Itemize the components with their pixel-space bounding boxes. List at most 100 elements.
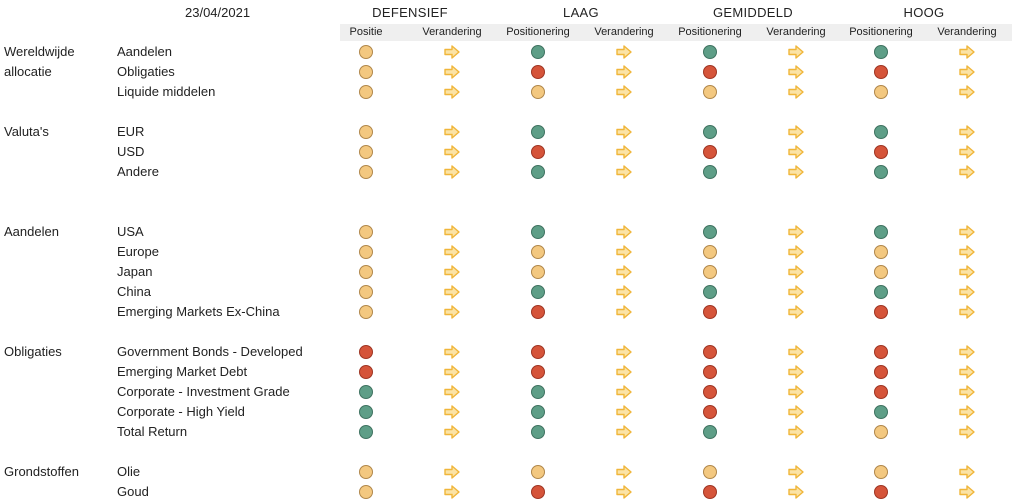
arrow-right-icon (788, 165, 804, 179)
subheader-verandering: Verandering (594, 26, 654, 38)
arrow-right-icon (616, 225, 632, 239)
row-label: Corporate - High Yield (117, 404, 245, 419)
position-red-indicator-icon (703, 385, 717, 399)
position-green-indicator-icon (531, 385, 545, 399)
position-red-indicator-icon (703, 145, 717, 159)
position-amber-indicator-icon (874, 265, 888, 279)
row-label: USA (117, 224, 144, 239)
position-amber-indicator-icon (874, 85, 888, 99)
arrow-right-icon (444, 465, 460, 479)
arrow-right-icon (444, 85, 460, 99)
arrow-right-icon (959, 125, 975, 139)
position-green-indicator-icon (359, 405, 373, 419)
position-amber-indicator-icon (874, 465, 888, 479)
row-label: China (117, 284, 151, 299)
position-green-indicator-icon (874, 225, 888, 239)
arrow-right-icon (788, 225, 804, 239)
arrow-right-icon (959, 285, 975, 299)
category-label: Valuta's (4, 124, 49, 139)
position-red-indicator-icon (874, 145, 888, 159)
position-green-indicator-icon (531, 225, 545, 239)
arrow-right-icon (616, 245, 632, 259)
subheader-positionering: Positionering (849, 26, 913, 38)
row-label: Olie (117, 464, 141, 479)
arrow-right-icon (444, 165, 460, 179)
position-amber-indicator-icon (531, 245, 545, 259)
row-label: Andere (117, 164, 159, 179)
position-red-indicator-icon (531, 485, 545, 499)
arrow-right-icon (788, 85, 804, 99)
arrow-right-icon (616, 65, 632, 79)
arrow-right-icon (788, 425, 804, 439)
position-red-indicator-icon (703, 405, 717, 419)
position-green-indicator-icon (531, 165, 545, 179)
position-amber-indicator-icon (359, 125, 373, 139)
arrow-right-icon (444, 405, 460, 419)
arrow-right-icon (959, 345, 975, 359)
position-amber-indicator-icon (359, 85, 373, 99)
category-label: Grondstoffen (4, 464, 79, 479)
arrow-right-icon (444, 365, 460, 379)
arrow-right-icon (959, 425, 975, 439)
row-label: EUR (117, 124, 145, 139)
row-label: Goud (117, 484, 149, 499)
row-label: Aandelen (117, 44, 172, 59)
arrow-right-icon (616, 265, 632, 279)
arrow-right-icon (959, 145, 975, 159)
arrow-right-icon (788, 485, 804, 499)
arrow-right-icon (788, 125, 804, 139)
arrow-right-icon (788, 45, 804, 59)
position-amber-indicator-icon (703, 465, 717, 479)
position-green-indicator-icon (703, 285, 717, 299)
position-green-indicator-icon (531, 125, 545, 139)
profile-header-defensief: DEFENSIEF (372, 5, 448, 20)
position-amber-indicator-icon (359, 225, 373, 239)
position-red-indicator-icon (703, 305, 717, 319)
position-red-indicator-icon (874, 305, 888, 319)
arrow-right-icon (959, 385, 975, 399)
arrow-right-icon (959, 305, 975, 319)
position-amber-indicator-icon (703, 245, 717, 259)
arrow-right-icon (616, 285, 632, 299)
position-red-indicator-icon (531, 345, 545, 359)
position-red-indicator-icon (703, 365, 717, 379)
arrow-right-icon (788, 145, 804, 159)
arrow-right-icon (788, 385, 804, 399)
row-label: Liquide middelen (117, 84, 216, 99)
arrow-right-icon (444, 425, 460, 439)
arrow-right-icon (959, 45, 975, 59)
position-amber-indicator-icon (359, 465, 373, 479)
arrow-right-icon (788, 285, 804, 299)
position-green-indicator-icon (359, 385, 373, 399)
arrow-right-icon (616, 305, 632, 319)
row-label: Obligaties (117, 64, 175, 79)
arrow-right-icon (788, 345, 804, 359)
position-amber-indicator-icon (531, 85, 545, 99)
arrow-right-icon (444, 225, 460, 239)
position-amber-indicator-icon (359, 45, 373, 59)
position-red-indicator-icon (874, 485, 888, 499)
position-amber-indicator-icon (359, 145, 373, 159)
position-red-indicator-icon (874, 345, 888, 359)
position-green-indicator-icon (874, 405, 888, 419)
position-red-indicator-icon (359, 365, 373, 379)
arrow-right-icon (959, 65, 975, 79)
category-label: Aandelen (4, 224, 59, 239)
arrow-right-icon (788, 405, 804, 419)
arrow-right-icon (444, 245, 460, 259)
row-label: Japan (117, 264, 153, 279)
arrow-right-icon (444, 285, 460, 299)
arrow-right-icon (616, 345, 632, 359)
arrow-right-icon (788, 65, 804, 79)
position-green-indicator-icon (531, 45, 545, 59)
row-label: Europe (117, 244, 159, 259)
position-amber-indicator-icon (703, 85, 717, 99)
arrow-right-icon (444, 125, 460, 139)
arrow-right-icon (616, 145, 632, 159)
subheader-positie: Positie (349, 26, 383, 38)
subheader-positionering: Positionering (678, 26, 742, 38)
row-label: Emerging Markets Ex-China (117, 304, 280, 319)
position-amber-indicator-icon (359, 165, 373, 179)
arrow-right-icon (616, 425, 632, 439)
position-amber-indicator-icon (359, 245, 373, 259)
